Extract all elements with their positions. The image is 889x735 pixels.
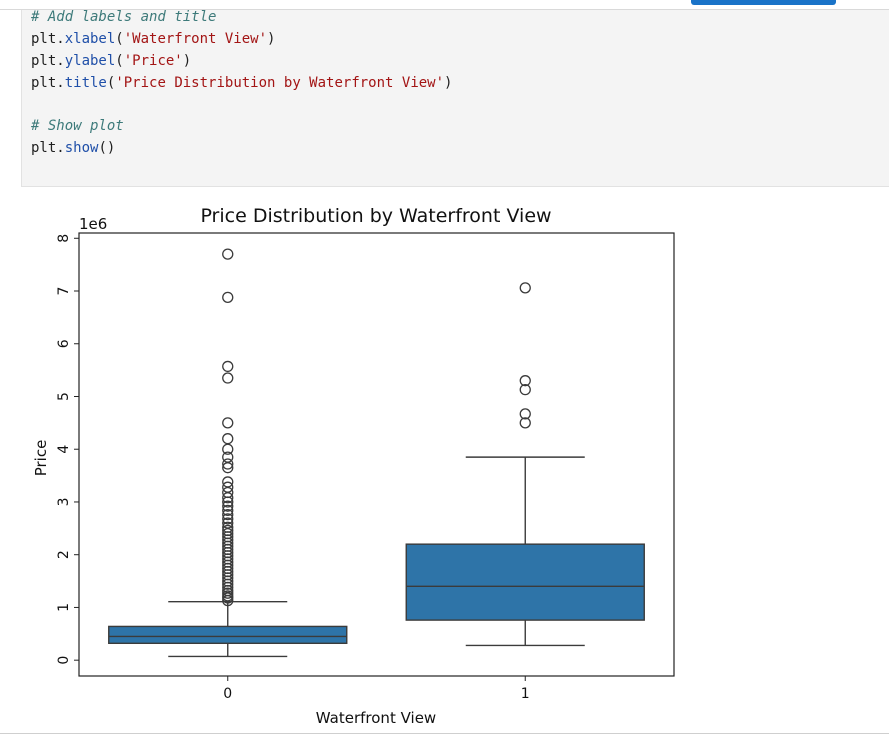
outlier-point [222, 590, 234, 602]
toolbar-button[interactable] [691, 0, 836, 5]
outlier-point [222, 458, 234, 470]
output-area: Price Distribution by Waterfront View 1e… [21, 190, 721, 735]
outlier-point [519, 383, 531, 396]
y-axis-label: Price [32, 440, 50, 477]
box-body [108, 625, 348, 645]
y-tick-label: 1 [56, 603, 72, 612]
code-comment-show: # Show plot [31, 118, 124, 134]
x-tick-label: 1 [521, 686, 530, 702]
outlier-point [222, 291, 234, 303]
outlier-point [222, 500, 234, 512]
outlier-point [222, 248, 234, 260]
outlier-point [222, 587, 234, 599]
y-tick-label: 4 [56, 445, 72, 454]
box-body [405, 543, 645, 621]
outlier-point [222, 451, 234, 463]
x-axis-label: Waterfront View [316, 709, 436, 727]
outlier-point [222, 417, 234, 429]
outlier-point [222, 513, 234, 525]
outlier-point [519, 417, 531, 429]
outlier-point [222, 517, 234, 529]
y-tick-label: 8 [56, 234, 72, 243]
code-line-xlabel: plt.xlabel('Waterfront View') [31, 31, 276, 47]
outlier-point [519, 375, 531, 387]
outlier-point [519, 408, 531, 420]
top-divider [0, 9, 889, 10]
code-cell[interactable]: # Add labels and title plt.xlabel('Water… [21, 9, 889, 187]
outlier-point [519, 282, 531, 294]
bottom-divider [0, 733, 889, 734]
outlier-point [222, 508, 234, 521]
y-tick-label: 2 [56, 550, 72, 559]
caret-icon[interactable]: ⌃ [850, 0, 860, 7]
boxplot-chart: Price Distribution by Waterfront View 1e… [32, 205, 675, 727]
x-tick-label: 0 [223, 686, 232, 702]
outlier-point [222, 481, 234, 493]
outlier-point [222, 521, 234, 533]
outlier-point [222, 504, 234, 517]
outlier-point [222, 433, 234, 445]
code-comment-labels: # Add labels and title [31, 9, 217, 25]
outlier-point [222, 524, 234, 537]
outlier-point [222, 372, 234, 384]
code-line-show: plt.show() [31, 140, 116, 156]
outlier-point [222, 476, 234, 488]
code-line-title: plt.title('Price Distribution by Waterfr… [31, 75, 453, 91]
y-tick-label: 6 [56, 339, 72, 348]
outlier-point [222, 360, 234, 373]
plot-frame [78, 232, 675, 677]
y-offset-label: 1e6 [79, 215, 107, 233]
y-tick-label: 5 [56, 392, 72, 401]
y-tick-label: 3 [56, 498, 72, 507]
code-line-ylabel: plt.ylabel('Price') [31, 53, 192, 69]
y-tick-label: 0 [56, 656, 72, 665]
chart-title: Price Distribution by Waterfront View [200, 205, 551, 227]
y-tick-label: 7 [56, 287, 72, 296]
